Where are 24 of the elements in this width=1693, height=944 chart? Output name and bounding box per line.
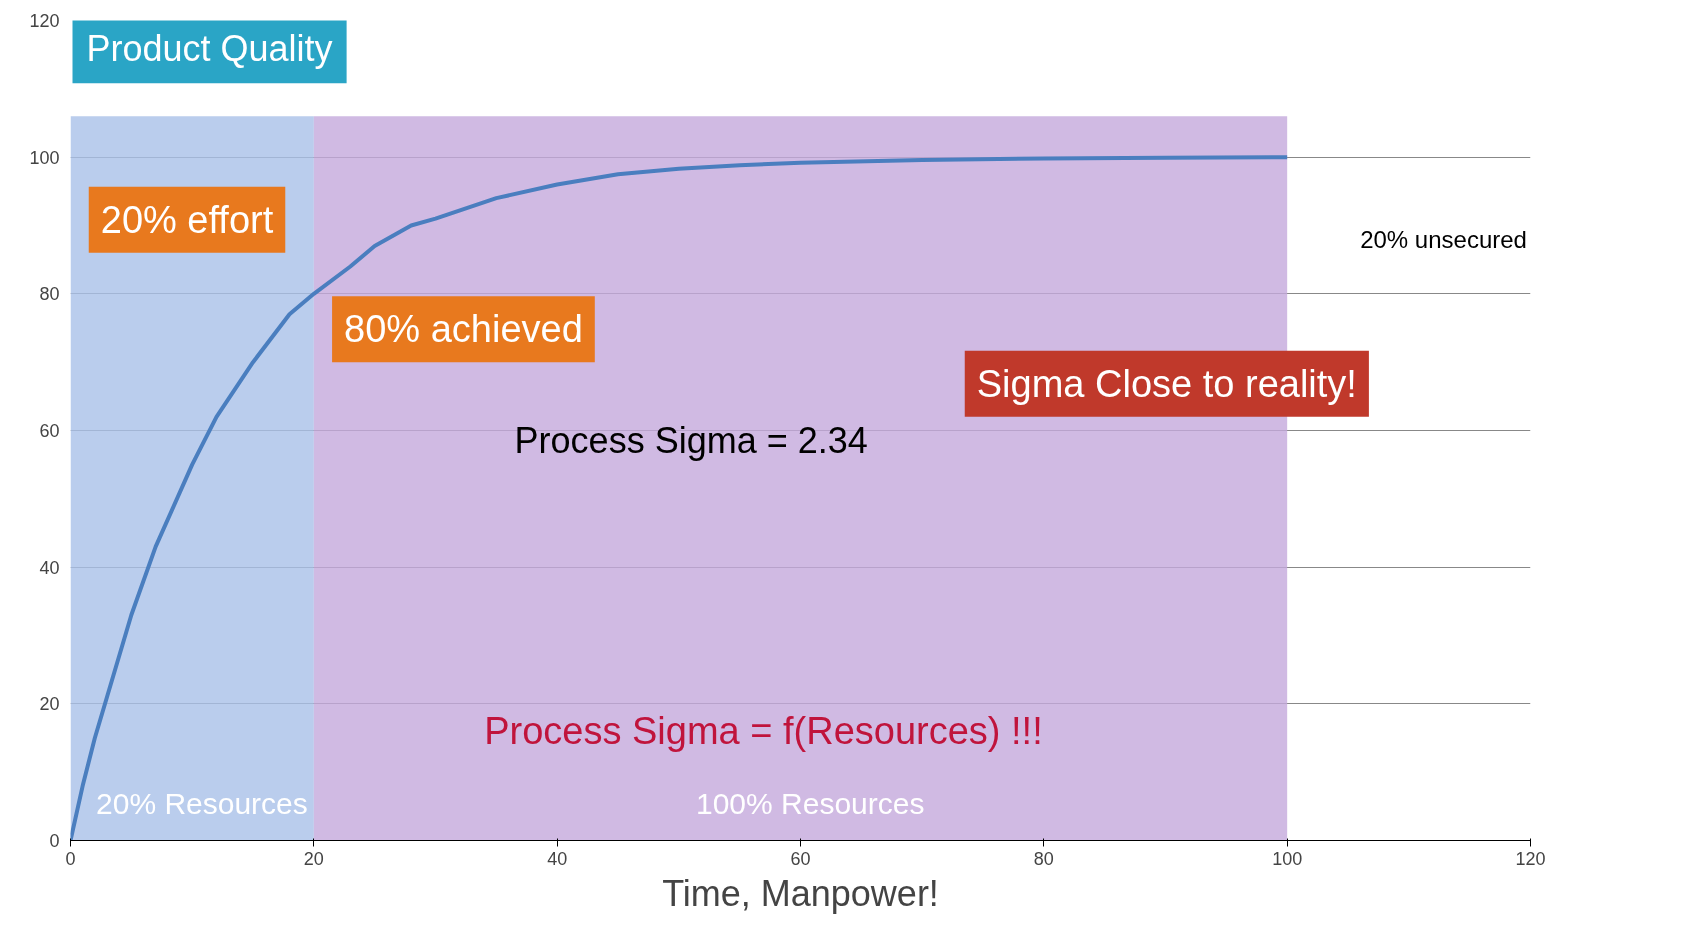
y-tick-label: 60 [39, 421, 60, 441]
y-tick-label: 20 [39, 694, 60, 715]
x-axis-title: Time, Manpower! [662, 872, 939, 914]
y-tick-label: 80 [39, 284, 60, 305]
x-tick-label: 40 [547, 848, 568, 869]
x-tick-label: 80 [1033, 848, 1054, 869]
band-label: 100% Resources [696, 787, 925, 820]
y-tick-label: 0 [49, 831, 60, 851]
y-tick-label: 100 [29, 147, 60, 168]
y-tick-label: 120 [29, 11, 60, 31]
x-tick-label: 60 [790, 848, 811, 869]
x-tick-label: 0 [65, 848, 76, 869]
x-tick-label: 100 [1272, 848, 1303, 869]
x-tick-label: 20 [303, 848, 324, 869]
annotation: 20% unsecured [1360, 225, 1527, 253]
y-tick-label: 40 [39, 557, 60, 578]
annotation: 20% effort [100, 198, 274, 241]
y-axis-title: Product Quality [86, 28, 333, 70]
annotation: Process Sigma = f(Resources) !!! [484, 709, 1043, 752]
x-tick-label: 120 [1515, 848, 1546, 869]
annotation: Sigma Close to reality! [976, 362, 1357, 405]
annotation: 80% achieved [344, 308, 583, 351]
annotation: Process Sigma = 2.34 [514, 420, 868, 462]
band-label: 20% Resources [96, 787, 308, 820]
